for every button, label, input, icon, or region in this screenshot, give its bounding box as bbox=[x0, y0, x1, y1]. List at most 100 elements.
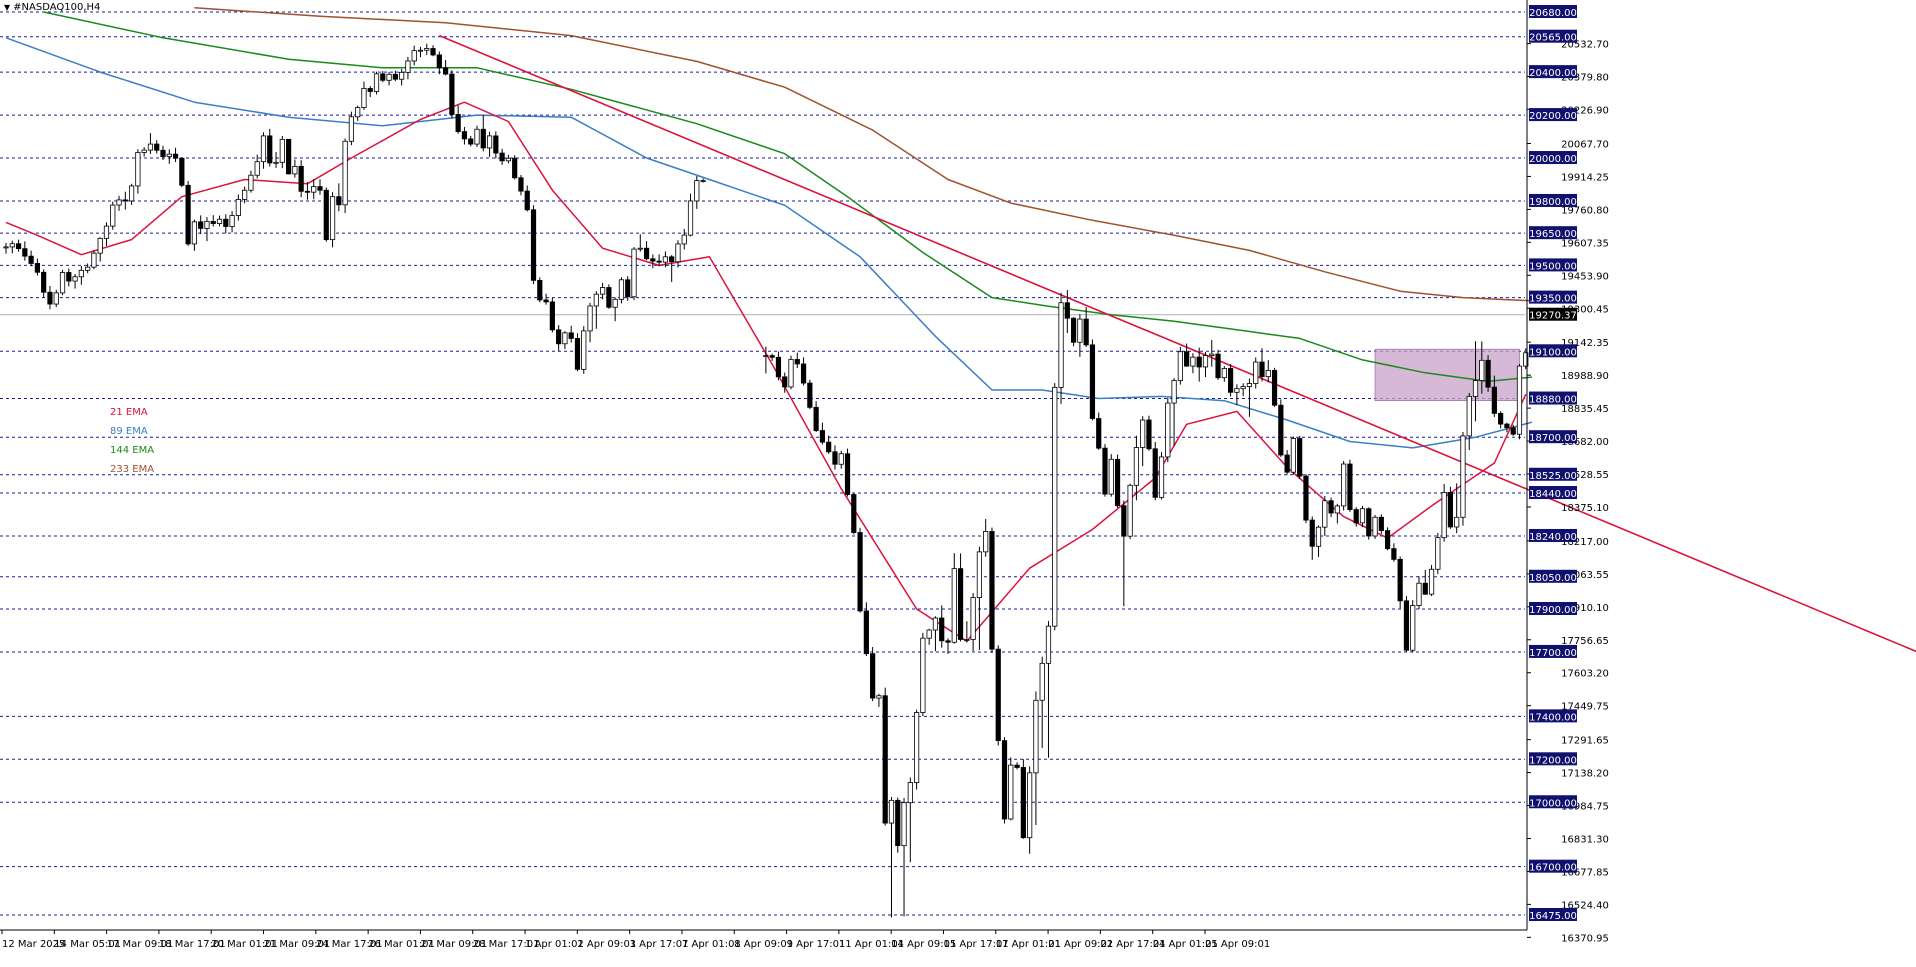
level-label: 18240.00 bbox=[1529, 532, 1577, 543]
time-tick-label: 8 Apr 09:01 bbox=[734, 939, 793, 950]
chart-title: ▼ #NASDAQ100,H4 bbox=[4, 2, 100, 13]
candle-down bbox=[1297, 438, 1303, 477]
time-tick-label: 21 Apr 09:01 bbox=[1048, 939, 1113, 950]
candle-down bbox=[769, 355, 775, 358]
candle-up bbox=[399, 71, 405, 80]
ema-lines bbox=[5, 6, 1533, 642]
candle-down bbox=[512, 157, 518, 179]
price-tick-label: 16370.95 bbox=[1561, 933, 1609, 944]
candle-up bbox=[1127, 484, 1133, 537]
candle-down bbox=[160, 149, 166, 157]
candle-down bbox=[882, 695, 888, 824]
candle-up bbox=[417, 49, 424, 52]
candle-up bbox=[235, 199, 241, 216]
candle-down bbox=[154, 143, 160, 151]
candle-up bbox=[1322, 500, 1328, 528]
candle-down bbox=[1146, 419, 1152, 450]
candle-down bbox=[775, 356, 782, 378]
candle-down bbox=[1020, 767, 1026, 839]
candle-down bbox=[1196, 356, 1202, 368]
level-label-bg bbox=[1529, 569, 1577, 583]
candle-down bbox=[1422, 582, 1428, 595]
candle-up bbox=[983, 531, 989, 553]
candle-down bbox=[832, 451, 838, 465]
candle-down bbox=[957, 568, 964, 640]
level-label: 17900.00 bbox=[1529, 605, 1577, 616]
candle-up bbox=[166, 153, 172, 157]
legend-item: 89 EMA bbox=[110, 426, 148, 437]
candle-down bbox=[1083, 318, 1089, 346]
triangle-down-icon[interactable]: ▼ bbox=[4, 3, 11, 12]
candle-up bbox=[687, 200, 694, 236]
candle-down bbox=[298, 166, 304, 192]
candles bbox=[3, 43, 1529, 918]
candle-down bbox=[819, 430, 826, 443]
candle-down bbox=[223, 218, 229, 227]
candle-up bbox=[1077, 318, 1083, 343]
candle-down bbox=[1391, 548, 1397, 560]
candle-down bbox=[493, 135, 499, 154]
candle-up bbox=[970, 597, 976, 640]
candle-down bbox=[606, 287, 612, 308]
candle-down bbox=[185, 184, 191, 245]
level-label-bg bbox=[1529, 859, 1577, 873]
candle-up bbox=[311, 186, 317, 193]
time-tick-label: 1 Apr 01:01 bbox=[525, 939, 584, 950]
candle-up bbox=[424, 48, 430, 51]
candle-up bbox=[1472, 380, 1479, 397]
time-tick-label: 25 Apr 09:01 bbox=[1205, 939, 1270, 950]
candle-down bbox=[499, 152, 505, 162]
candle-up bbox=[631, 248, 637, 298]
candle-down bbox=[1303, 475, 1309, 521]
price-tick-label: 20532.70 bbox=[1561, 40, 1609, 51]
candle-down bbox=[556, 329, 562, 345]
candle-down bbox=[442, 67, 449, 75]
candle-down bbox=[543, 299, 549, 303]
candle-up bbox=[1202, 355, 1209, 368]
candle-up bbox=[59, 272, 66, 294]
current-price-bg bbox=[1529, 307, 1577, 321]
level-label: 18700.00 bbox=[1529, 433, 1577, 444]
candle-up bbox=[1428, 568, 1435, 595]
candle-down bbox=[568, 332, 574, 339]
candle-up bbox=[78, 269, 84, 278]
candle-up bbox=[279, 138, 285, 163]
candle-up bbox=[91, 252, 97, 268]
candle-up bbox=[1441, 491, 1447, 539]
price-tick-label: 16831.30 bbox=[1561, 834, 1609, 845]
candle-down bbox=[179, 157, 185, 186]
candle-down bbox=[367, 88, 373, 92]
time-tick-label: 9 Apr 17:01 bbox=[787, 939, 846, 950]
candle-up bbox=[612, 298, 618, 308]
candle-up bbox=[254, 161, 260, 176]
candle-up bbox=[248, 174, 254, 191]
level-label-bg bbox=[1529, 752, 1577, 766]
legend-item: 233 EMA bbox=[110, 464, 154, 475]
trendline bbox=[439, 34, 1916, 653]
level-label: 20000.00 bbox=[1529, 154, 1577, 165]
candle-down bbox=[430, 48, 436, 56]
candle-down bbox=[392, 73, 398, 80]
level-label-bg bbox=[1529, 795, 1577, 809]
level-label: 18440.00 bbox=[1529, 489, 1577, 500]
price-tick-label: 20067.70 bbox=[1561, 139, 1609, 150]
candle-down bbox=[1278, 404, 1284, 456]
price-tick-label: 16677.85 bbox=[1561, 867, 1609, 878]
time-tick-label: 17 Mar 09:01 bbox=[107, 939, 174, 950]
candle-up bbox=[838, 453, 844, 465]
candle-down bbox=[794, 359, 800, 365]
level-label-bg bbox=[1529, 226, 1577, 240]
candle-up bbox=[1315, 526, 1322, 547]
candle-down bbox=[28, 255, 34, 264]
candle-up bbox=[135, 152, 141, 187]
candle-down bbox=[380, 73, 386, 81]
candle-down bbox=[15, 243, 22, 250]
price-tick-label: 18988.90 bbox=[1561, 371, 1609, 382]
candle-down bbox=[455, 114, 461, 133]
candle-down bbox=[1271, 370, 1278, 406]
candle-up bbox=[1190, 356, 1196, 367]
candle-up bbox=[1372, 516, 1378, 537]
